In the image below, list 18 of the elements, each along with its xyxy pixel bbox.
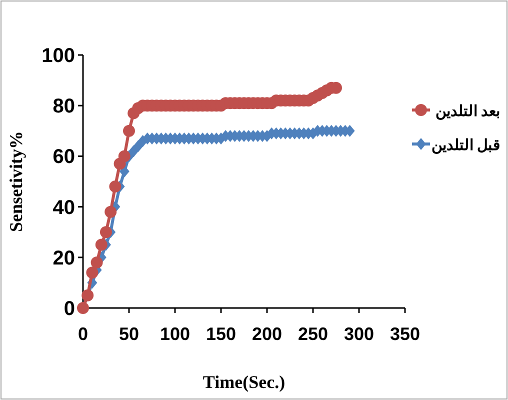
x-axis-title: Time(Sec.) bbox=[202, 372, 286, 392]
legend-label: بعد التلدين bbox=[435, 104, 500, 120]
x-tick-label: 350 bbox=[390, 324, 420, 344]
y-tick-label: 40 bbox=[52, 196, 75, 219]
legend-label: قبل التلدين bbox=[431, 138, 500, 154]
x-tick-label: 300 bbox=[344, 324, 374, 344]
x-tick-label: 100 bbox=[160, 324, 190, 344]
x-tick-label: 50 bbox=[118, 324, 140, 344]
y-tick-label: 0 bbox=[64, 298, 75, 320]
y-tick-label: 60 bbox=[52, 146, 75, 168]
y-axis-title: Sensetivity% bbox=[6, 131, 26, 232]
x-tick-label: 150 bbox=[206, 324, 236, 344]
y-tick-label: 20 bbox=[52, 247, 75, 270]
x-tick-label: 200 bbox=[252, 324, 282, 344]
y-tick-label: 100 bbox=[42, 45, 75, 67]
y-tick-label: 80 bbox=[52, 96, 75, 118]
x-tick-label: 250 bbox=[298, 324, 328, 344]
x-tick-label: 0 bbox=[78, 324, 88, 344]
